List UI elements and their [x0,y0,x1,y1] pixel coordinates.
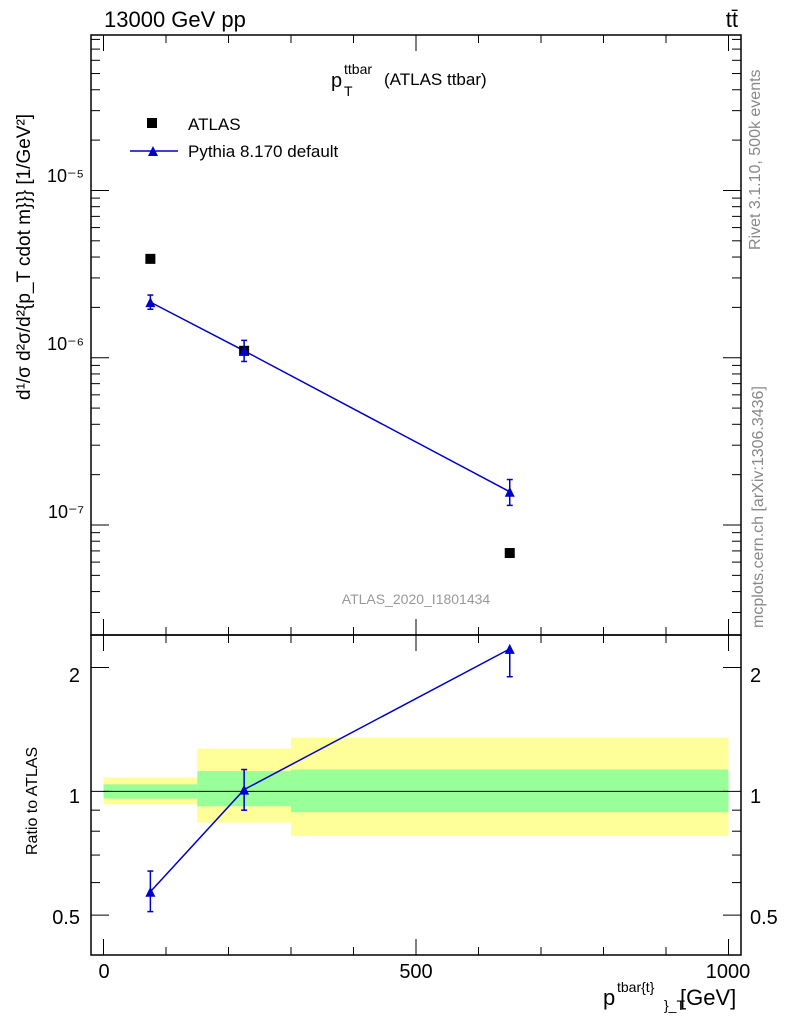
ratio-ytick-2-left: 2 [69,665,80,687]
main-ytick-1e-6: 10⁻⁶ [47,334,84,354]
analysis-watermark: ATLAS_2020_I1801434 [342,591,491,607]
legend-pythia-label: Pythia 8.170 default [188,142,339,161]
x-axis-label-sup: tbar{t} [617,979,655,995]
main-title-sup: ttbar [344,61,372,77]
pythia-point [145,297,156,308]
ratio-panel-ticks [91,635,741,956]
rivet-label: Rivet 3.1.10, 500k events [747,69,764,250]
main-panel-data [145,253,515,559]
main-title: p [331,70,342,92]
legend-atlas-label: ATLAS [188,115,241,134]
x-axis-label-base: p [603,985,615,1010]
ratio-panel-data [145,643,515,913]
x-axis-label-unit: [GeV] [680,985,736,1010]
mcplots-label: mcplots.cern.ch [arXiv:1306.3436] [750,386,767,628]
main-title-suffix: (ATLAS ttbar) [384,70,487,89]
main-title-sub: T [344,83,353,99]
xtick-1000: 1000 [706,961,751,983]
ratio-y-axis-label: Ratio to ATLAS [24,747,41,855]
ratio-pythia-point [504,643,515,654]
main-ytick-1e-7: 10⁻⁷ [48,502,84,522]
pythia-point [239,345,250,356]
atlas-point [504,548,515,559]
ratio-ytick-1-right: 1 [750,786,761,808]
xtick-500: 500 [399,961,432,983]
ratio-ytick-0.5-left: 0.5 [52,907,80,929]
main-ytick-1e-5: 10⁻⁵ [47,166,84,186]
ratio-pythia-point [239,784,250,795]
legend-pythia-marker [148,146,158,156]
main-y-axis-label: d¹/σ d²σ/d²{p_T cdot m}}} [1/GeV²] [14,114,35,400]
ratio-band-green [291,769,729,813]
xtick-0: 0 [98,961,109,983]
x-axis-label-sub: }_T [664,997,685,1013]
ratio-ytick-2-right: 2 [750,665,761,687]
pythia-line [150,301,511,493]
ratio-ytick-0.5-right: 0.5 [750,907,778,929]
ratio-uncertainty-bands [103,737,729,836]
ratio-pythia-point [145,886,156,897]
energy-label: 13000 GeV pp [104,7,246,32]
atlas-point [145,253,156,264]
main-panel-ticks [91,35,741,635]
pythia-point [504,486,515,497]
process-label: tt̄ [726,7,738,32]
legend-atlas-marker [147,118,157,128]
ratio-ytick-1-left: 1 [69,786,80,808]
